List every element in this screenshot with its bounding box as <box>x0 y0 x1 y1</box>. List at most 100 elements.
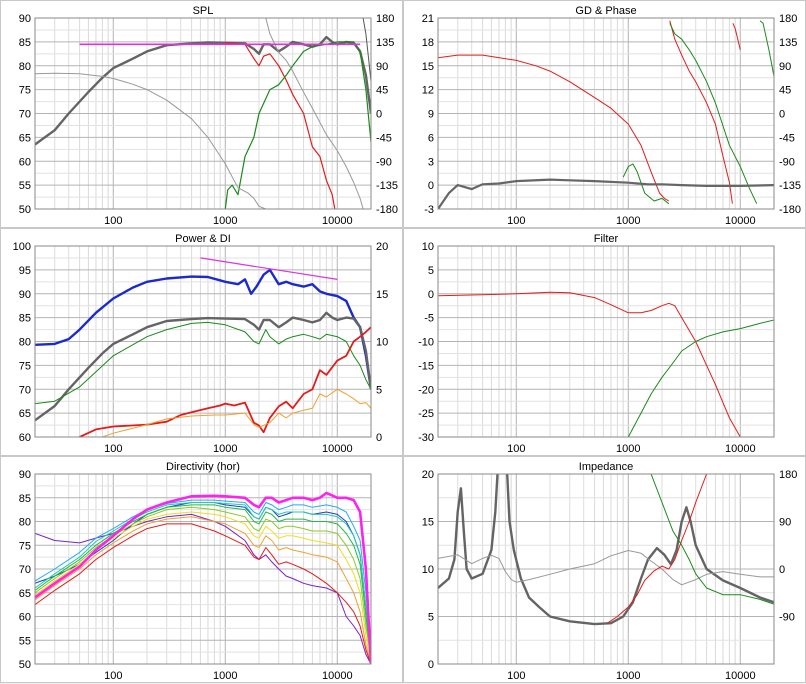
y-left-tick-label: 95 <box>19 265 31 277</box>
y-right-tick-label: -90 <box>779 156 795 168</box>
y-left-tick-label: 12 <box>422 85 434 97</box>
y-right-tick-label: 5 <box>376 384 382 396</box>
y-left-tick-label: -30 <box>418 432 434 444</box>
series-line-8 <box>35 523 371 664</box>
y-left-tick-label: 75 <box>19 360 31 372</box>
y-right-tick-label: 135 <box>779 37 797 49</box>
y-right-tick-label: -45 <box>376 132 392 144</box>
y-left-tick-label: 50 <box>19 659 31 671</box>
x-tick-label: 100 <box>104 215 122 227</box>
chart-title: Directivity (hor) <box>166 461 240 473</box>
y-left-tick-label: -20 <box>418 384 434 396</box>
series-line-7 <box>35 516 371 664</box>
y-left-tick-label: -5 <box>424 313 434 325</box>
y-right-tick-label: 180 <box>779 469 797 481</box>
y-left-tick-label: 18 <box>422 37 434 49</box>
y-left-tick-label: -25 <box>418 408 434 420</box>
y-right-tick-label: 0 <box>376 432 382 444</box>
filter-panel: Filter 100 1000 10000 -30 -25 -20 -15 -10 -5 0 5 10 <box>403 228 806 456</box>
series-group <box>35 257 371 437</box>
series-group <box>438 291 774 437</box>
plot-frame <box>437 17 775 210</box>
series-line-4 <box>35 504 371 660</box>
y-right-tick-label: 90 <box>376 61 388 73</box>
y-left-tick-label: 80 <box>19 337 31 349</box>
y-left-tick-label: 70 <box>19 109 31 121</box>
series-group <box>35 491 371 664</box>
y-left-tick-label: -15 <box>418 360 434 372</box>
series-line-4 <box>265 18 364 209</box>
series-line-1 <box>35 311 371 422</box>
grid <box>438 473 774 665</box>
series-line-2 <box>35 321 371 405</box>
series-line-5 <box>362 18 371 82</box>
filter-chart: Filter 100 1000 10000 -30 -25 -20 -15 -10 -5 0 5 10 <box>418 233 775 455</box>
y-right-tick-label: -135 <box>779 180 801 192</box>
grid <box>35 245 371 438</box>
x-tick-label: 1000 <box>616 443 640 455</box>
series-line-1 <box>627 319 774 437</box>
plot-frame <box>437 245 775 438</box>
directivity-chart: Directivity (hor) 100 1000 10000 50 55 60 65 70 7… <box>19 461 372 682</box>
series-line-4 <box>669 23 758 204</box>
y-right-tick-label: 0 <box>376 109 382 121</box>
series-line-1 <box>225 42 336 209</box>
series-line-1 <box>506 474 774 626</box>
series-line-5 <box>759 20 774 77</box>
series-line-4 <box>100 388 371 437</box>
series-line-0 <box>438 54 670 202</box>
x-tick-label: 10000 <box>322 670 353 682</box>
x-tick-label: 1000 <box>213 215 237 227</box>
series-line-3 <box>79 326 371 437</box>
y-left-tick-label: 15 <box>422 517 434 529</box>
y-left-tick-label: 5 <box>428 265 434 277</box>
y-left-tick-label: 65 <box>19 408 31 420</box>
series-line-3 <box>35 502 371 655</box>
series-line-3 <box>607 474 708 624</box>
y-left-tick-label: 75 <box>19 540 31 552</box>
y-right-tick-label: 90 <box>779 61 791 73</box>
x-tick-label: 100 <box>507 443 525 455</box>
y-left-tick-label: 6 <box>428 132 434 144</box>
y-left-tick-label: 90 <box>19 289 31 301</box>
chart-title: GD & Phase <box>575 5 636 17</box>
y-right-tick-label: -45 <box>779 132 795 144</box>
x-tick-label: 100 <box>104 443 122 455</box>
y-left-tick-label: 15 <box>422 61 434 73</box>
y-left-tick-label: -3 <box>424 204 434 216</box>
series-line-9 <box>35 491 371 664</box>
y-right-tick-label: -90 <box>779 612 795 624</box>
series-group <box>35 18 371 209</box>
x-tick-label: 100 <box>507 670 525 682</box>
series-line-0 <box>35 268 371 390</box>
y-left-tick-label: 85 <box>19 37 31 49</box>
chart-title: SPL <box>193 5 214 17</box>
y-left-tick-label: 90 <box>19 469 31 481</box>
y-left-tick-label: 9 <box>428 109 434 121</box>
x-tick-label: 1000 <box>213 670 237 682</box>
series-group <box>438 20 774 209</box>
x-tick-label: 100 <box>507 215 525 227</box>
y-left-tick-label: 70 <box>19 384 31 396</box>
y-left-tick-label: 50 <box>19 204 31 216</box>
plot-frame <box>34 245 372 438</box>
y-left-tick-label: 10 <box>422 241 434 253</box>
chart-title: Filter <box>594 233 619 245</box>
y-right-tick-label: 10 <box>376 337 388 349</box>
x-tick-label: 100 <box>104 670 122 682</box>
impedance-panel: Impedance 100 1000 10000 0 5 10 15 20 -90 0 90 180 <box>403 456 806 683</box>
plot-frame <box>34 17 372 210</box>
y-right-tick-label: 180 <box>376 13 394 25</box>
y-left-tick-label: 0 <box>428 180 434 192</box>
x-tick-label: 1000 <box>616 215 640 227</box>
y-left-tick-label: 85 <box>19 313 31 325</box>
y-right-tick-label: 180 <box>779 13 797 25</box>
series-group <box>438 474 774 626</box>
spl-chart: SPL 100 1000 10000 50 55 60 65 70 75 80 85 90 -180 -13… <box>19 5 398 227</box>
series-line-1 <box>669 20 733 204</box>
y-right-tick-label: -135 <box>376 180 398 192</box>
spl-panel: SPL 100 1000 10000 50 55 60 65 70 75 80 85 90 -180 -13… <box>0 0 403 228</box>
series-line-6 <box>35 511 371 664</box>
y-right-tick-label: -180 <box>779 204 801 216</box>
